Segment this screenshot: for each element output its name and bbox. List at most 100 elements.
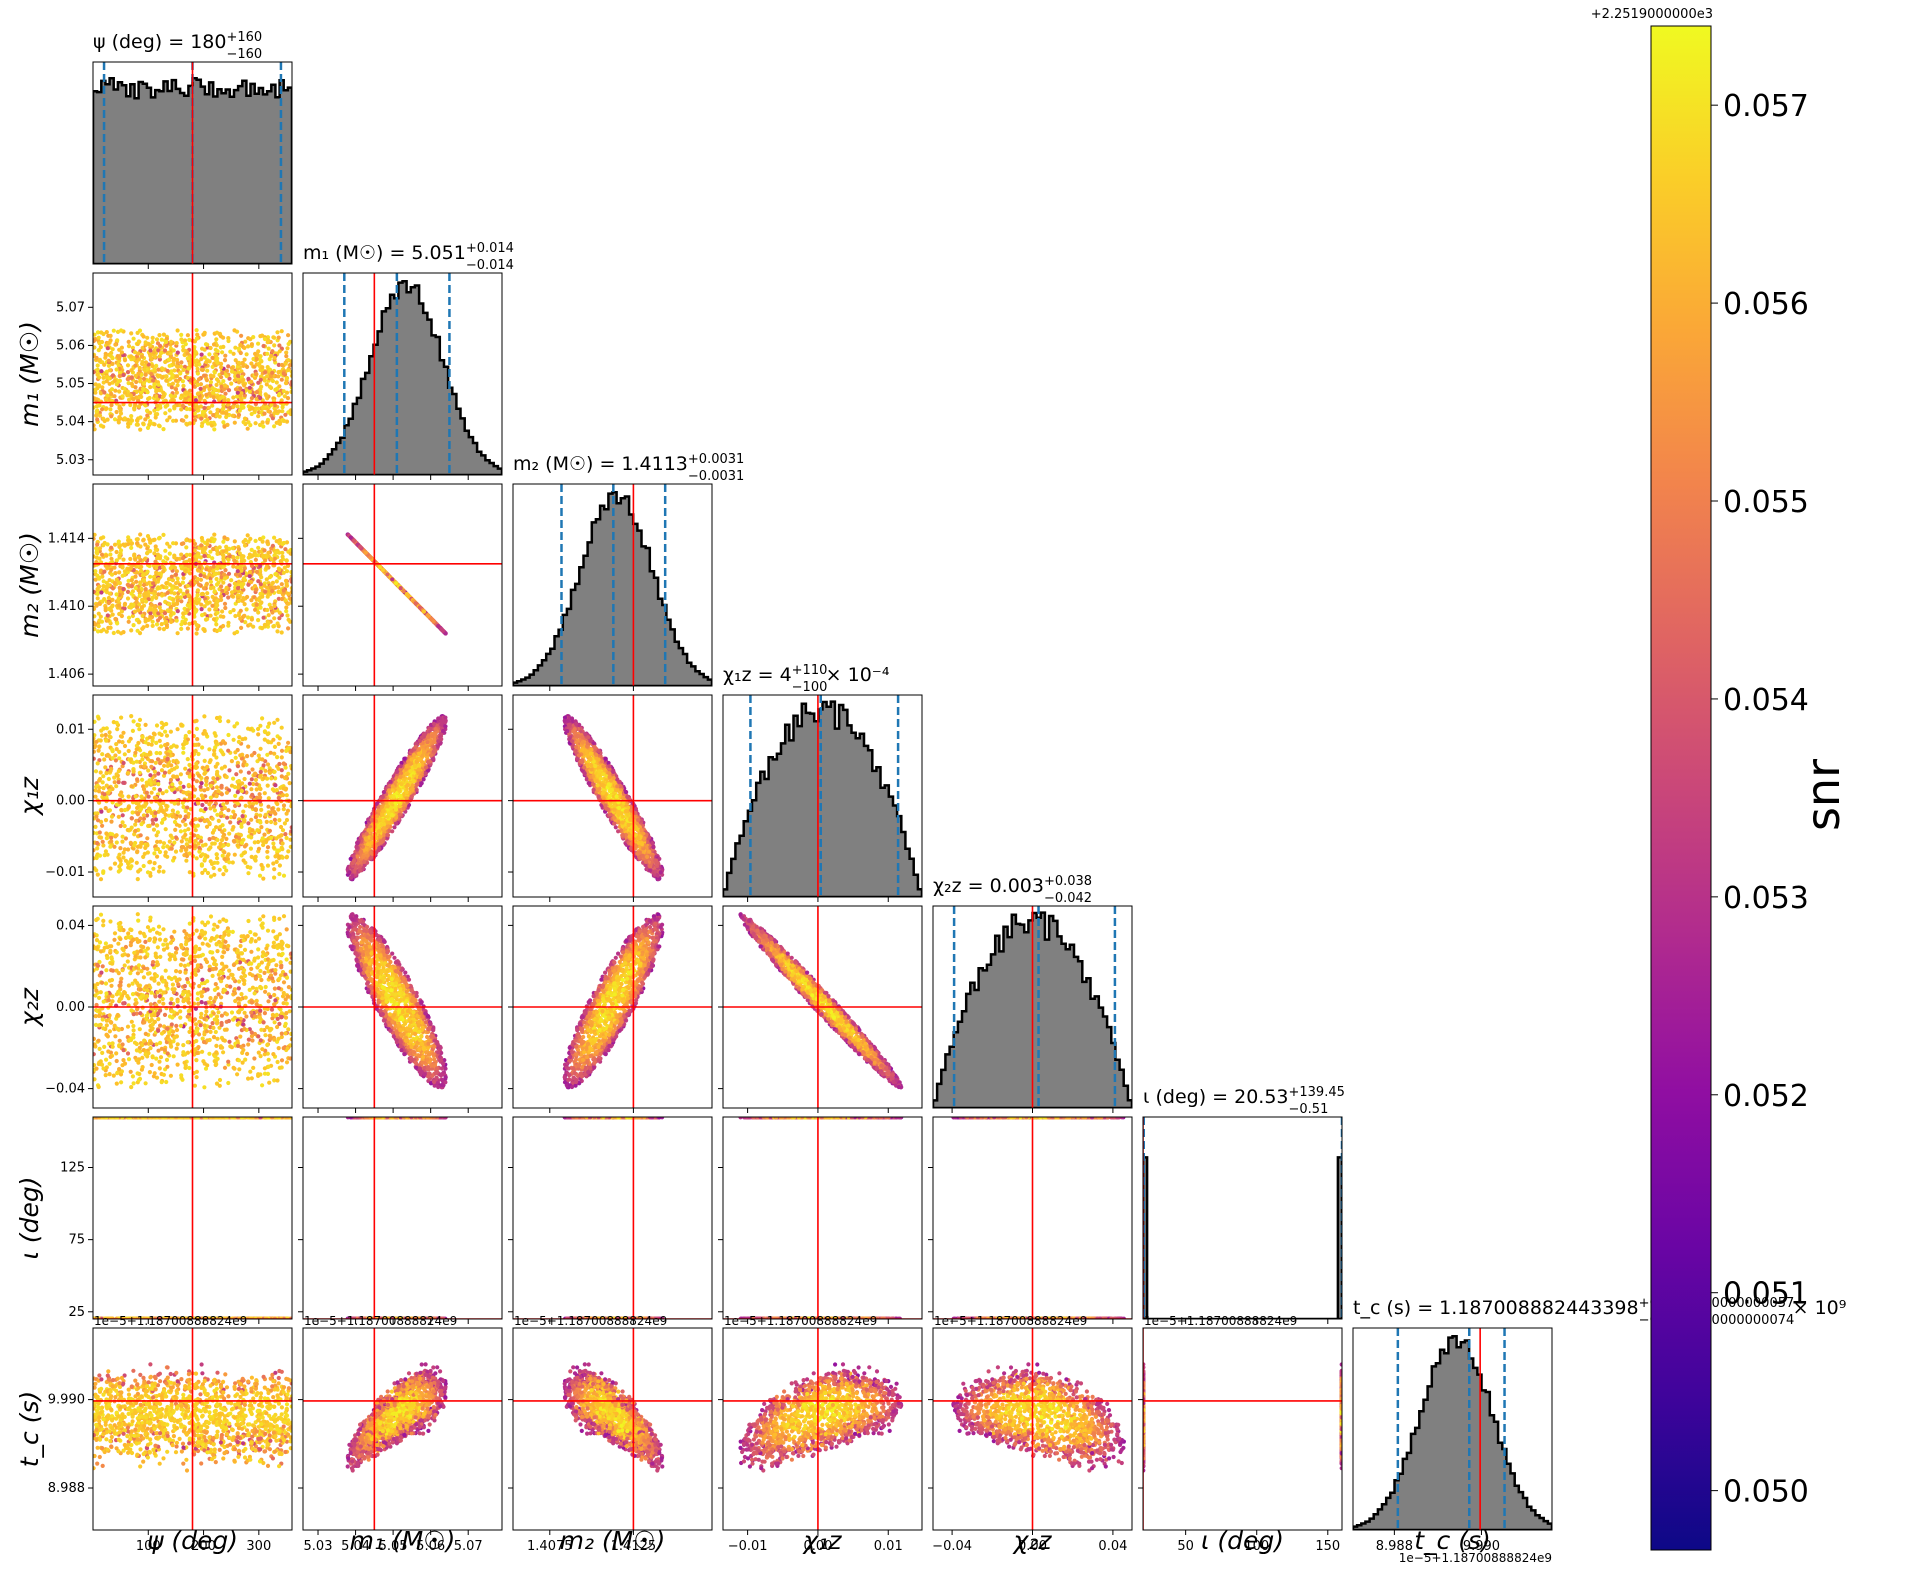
sample-point xyxy=(117,570,121,574)
sample-point xyxy=(95,551,99,555)
sample-point xyxy=(197,583,201,587)
sample-point xyxy=(172,591,176,595)
sample-point xyxy=(209,586,213,590)
sample-point xyxy=(181,612,185,616)
sample-point xyxy=(281,841,285,845)
sample-point xyxy=(111,586,115,590)
sample-point xyxy=(176,361,180,365)
sample-point xyxy=(248,623,252,627)
sample-point xyxy=(97,624,101,628)
title-sup-m1: +0.014 xyxy=(466,241,514,256)
sample-point xyxy=(106,418,110,422)
sample-point xyxy=(94,769,98,773)
sample-point xyxy=(257,847,261,851)
sample-point xyxy=(279,559,283,563)
sample-point xyxy=(97,375,101,379)
sample-point xyxy=(422,609,426,613)
sample-point xyxy=(284,579,288,583)
sample-point xyxy=(226,749,230,753)
sample-point xyxy=(250,767,254,771)
sample-point xyxy=(151,624,155,628)
sample-point xyxy=(157,333,161,337)
sample-point xyxy=(155,556,159,560)
sample-point xyxy=(112,845,116,849)
sample-point xyxy=(223,383,227,387)
sample-point xyxy=(194,350,198,354)
sample-point xyxy=(219,375,223,379)
sample-point xyxy=(108,808,112,812)
sample-point xyxy=(364,551,368,555)
sample-point xyxy=(199,808,203,812)
sample-point xyxy=(262,616,266,620)
sample-point xyxy=(263,738,267,742)
sample-point xyxy=(146,534,150,538)
sample-point xyxy=(119,824,123,828)
sample-point xyxy=(196,405,200,409)
sample-point xyxy=(199,785,203,789)
sample-point xyxy=(203,604,207,608)
sample-point xyxy=(195,601,199,605)
sample-point xyxy=(276,374,280,378)
sample-point xyxy=(138,428,142,432)
sample-point xyxy=(246,745,250,749)
title-sub-psi: −160 xyxy=(226,47,262,62)
sample-point xyxy=(156,757,160,761)
sample-point xyxy=(289,570,293,574)
sample-point xyxy=(233,539,237,543)
sample-point xyxy=(253,840,257,844)
sample-point xyxy=(249,847,253,851)
sample-point xyxy=(280,329,284,333)
sample-point xyxy=(98,830,102,834)
sample-point xyxy=(211,817,215,821)
sample-point xyxy=(277,796,281,800)
sample-point xyxy=(212,753,216,757)
sample-point xyxy=(405,592,409,596)
sample-point xyxy=(237,580,241,584)
sample-point xyxy=(152,382,156,386)
sample-point xyxy=(113,581,117,585)
sample-point xyxy=(227,388,231,392)
sample-point xyxy=(166,764,170,768)
sample-point xyxy=(154,847,158,851)
sample-point xyxy=(239,769,243,773)
sample-point xyxy=(250,396,254,400)
sample-point xyxy=(142,377,146,381)
sample-point xyxy=(260,365,264,369)
sample-point xyxy=(161,395,165,399)
sample-point xyxy=(232,839,236,843)
sample-point xyxy=(238,343,242,347)
sample-point xyxy=(108,845,112,849)
sample-point xyxy=(243,358,247,362)
sample-point xyxy=(285,558,289,562)
sample-point xyxy=(107,601,111,605)
sample-point xyxy=(222,535,226,539)
sample-point xyxy=(289,382,293,386)
sample-point xyxy=(265,820,269,824)
sample-point xyxy=(150,759,154,763)
sample-point xyxy=(256,349,260,353)
sample-point xyxy=(184,422,188,426)
sample-point xyxy=(161,559,165,563)
sample-point xyxy=(278,736,282,740)
sample-point xyxy=(270,349,274,353)
sample-point xyxy=(176,609,180,613)
sample-point xyxy=(195,765,199,769)
sample-point xyxy=(164,379,168,383)
sample-point xyxy=(212,427,216,431)
sample-point xyxy=(204,807,208,811)
sample-point xyxy=(164,405,168,409)
sample-point xyxy=(137,555,141,559)
sample-point xyxy=(186,584,190,588)
sample-point xyxy=(250,342,254,346)
sample-point xyxy=(122,373,126,377)
sample-point xyxy=(209,380,213,384)
sample-point xyxy=(278,422,282,426)
sample-point xyxy=(203,331,207,335)
sample-point xyxy=(259,378,263,382)
sample-point xyxy=(193,844,197,848)
sample-point xyxy=(210,604,214,608)
sample-point xyxy=(265,539,269,543)
sample-point xyxy=(280,582,284,586)
sample-point xyxy=(179,333,183,337)
sample-point xyxy=(161,593,165,597)
